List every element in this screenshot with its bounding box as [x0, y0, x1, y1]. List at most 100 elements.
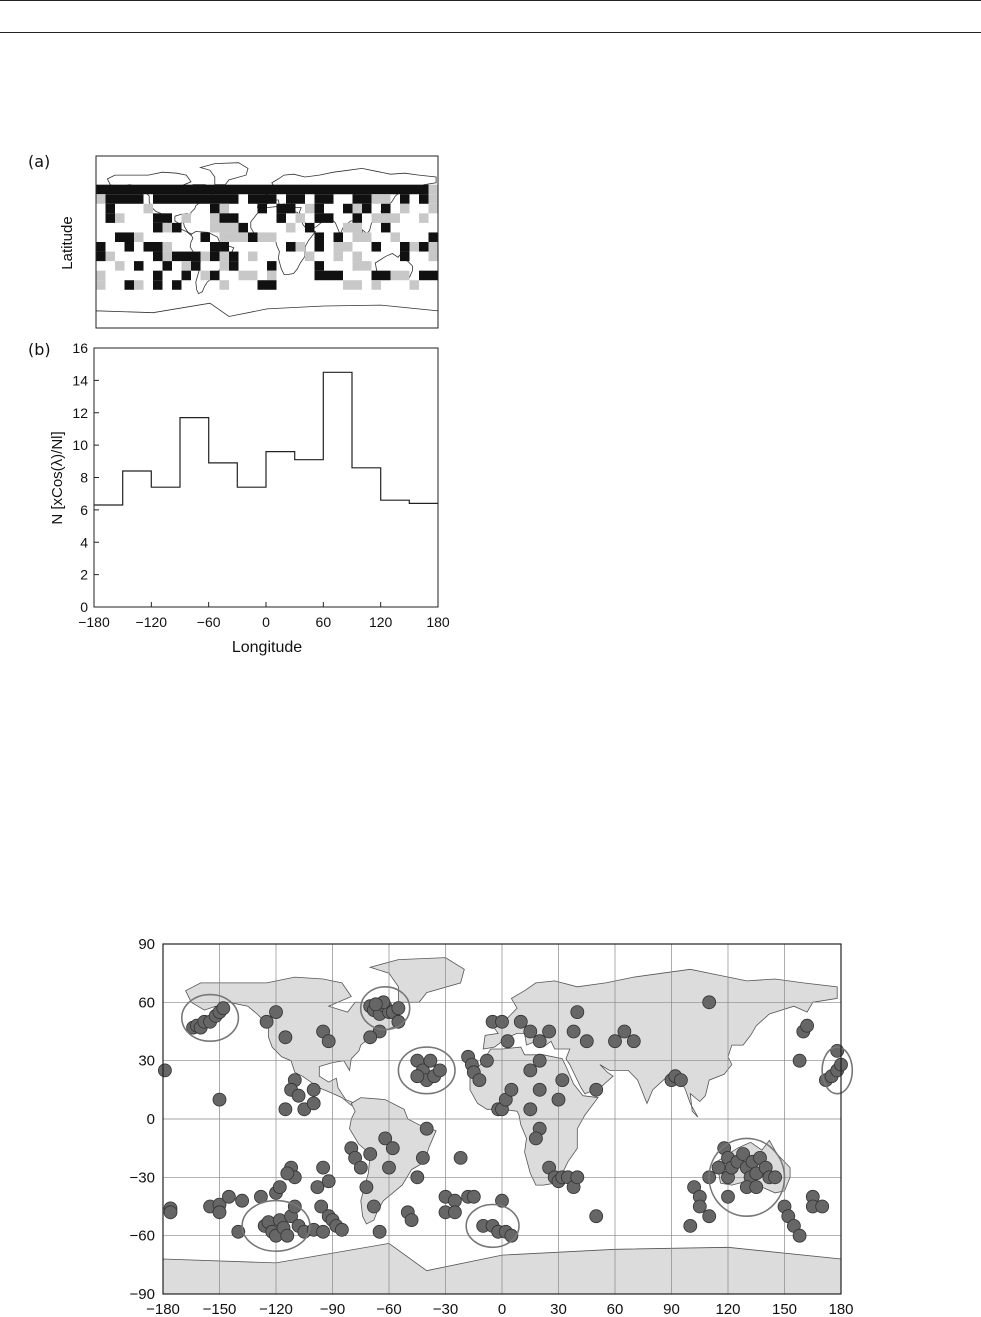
header-rule-bottom — [0, 32, 981, 33]
density-cell — [390, 232, 400, 242]
density-cell — [314, 232, 324, 242]
latitude-grid-map: Latitude — [59, 155, 439, 329]
density-cell — [200, 184, 210, 195]
density-cell — [248, 251, 258, 262]
station-point — [532, 1034, 547, 1049]
density-cell — [400, 270, 410, 281]
station-point — [382, 1160, 396, 1175]
histogram-xtick-label: 60 — [316, 614, 332, 630]
density-cell — [153, 280, 163, 290]
map-xtick-label: −60 — [376, 1301, 401, 1317]
map-xtick-label: 90 — [663, 1301, 680, 1317]
histogram-ytick-label: 10 — [72, 437, 88, 453]
station-point — [472, 1073, 487, 1087]
density-cell — [333, 251, 343, 262]
density-cell — [181, 251, 191, 262]
station-point — [272, 1180, 287, 1194]
density-cell — [343, 203, 353, 214]
density-cell — [419, 242, 429, 252]
density-cell — [200, 251, 210, 262]
density-cell — [238, 232, 248, 242]
station-point — [504, 1082, 519, 1097]
density-cell — [276, 203, 286, 214]
density-cell — [238, 270, 248, 281]
density-cell — [333, 232, 343, 242]
map-ytick-label: −90 — [130, 1286, 155, 1303]
histogram-ylabel: N [xCos(λ)/Nl] — [49, 431, 66, 524]
density-cell — [428, 270, 438, 281]
density-cell — [371, 213, 381, 223]
density-cell — [381, 270, 391, 281]
density-cell — [248, 194, 258, 204]
histogram-xtick-label: 120 — [369, 614, 393, 630]
density-cell — [153, 222, 163, 233]
density-cell — [172, 184, 182, 195]
density-cell — [124, 232, 134, 242]
density-cell — [295, 184, 305, 195]
station-points — [157, 995, 848, 1243]
station-point — [589, 1209, 604, 1224]
histogram-ytick-label: 14 — [72, 372, 88, 388]
density-cell — [191, 194, 201, 204]
density-cell — [96, 194, 106, 204]
density-cell — [219, 213, 229, 223]
station-point — [314, 1199, 329, 1214]
density-cell — [286, 242, 296, 252]
station-point — [359, 1180, 374, 1194]
histogram-ytick-label: 6 — [80, 502, 88, 518]
density-cell — [134, 232, 144, 242]
density-cell — [153, 251, 163, 262]
density-cell — [238, 222, 248, 233]
map-xtick-label: 180 — [828, 1301, 853, 1317]
station-point — [321, 1034, 336, 1049]
density-cell — [314, 213, 324, 223]
density-cell — [143, 184, 153, 195]
density-cell — [105, 184, 115, 195]
density-cell — [381, 222, 391, 233]
density-cell — [153, 194, 163, 204]
station-point — [513, 1014, 528, 1029]
density-cell — [105, 251, 115, 262]
station-point — [221, 1189, 236, 1204]
station-point — [523, 1024, 538, 1039]
density-cell — [248, 270, 258, 281]
density-cell — [352, 232, 362, 242]
density-cell — [276, 213, 286, 223]
density-cell — [362, 194, 372, 204]
density-cell — [324, 184, 334, 195]
map-xtick-label: 120 — [715, 1301, 740, 1317]
station-point — [404, 1213, 419, 1227]
histogram-ytick-label: 0 — [80, 599, 88, 615]
station-point — [212, 1205, 227, 1220]
density-cell — [400, 242, 410, 252]
density-cell — [153, 242, 163, 252]
map-frame — [162, 943, 842, 1295]
density-cell — [219, 194, 229, 204]
station-point — [579, 1034, 594, 1049]
station-point — [495, 1193, 509, 1208]
density-cell — [210, 270, 220, 281]
station-point — [800, 1018, 814, 1033]
station-point — [378, 1131, 393, 1146]
density-cell — [115, 184, 125, 195]
density-cell — [381, 194, 391, 204]
density-cell — [153, 184, 163, 195]
station-point — [792, 1228, 807, 1243]
density-cell — [295, 213, 305, 223]
map-xtick-label: −180 — [146, 1301, 180, 1317]
density-cell — [409, 242, 419, 252]
station-point — [368, 997, 383, 1012]
station-point — [410, 1170, 425, 1185]
density-cell — [219, 232, 229, 242]
density-cell — [390, 184, 400, 195]
station-point — [423, 1053, 438, 1068]
density-cell — [352, 203, 362, 214]
density-cell — [390, 270, 400, 281]
density-cell — [96, 242, 106, 252]
density-cell — [229, 261, 239, 271]
density-cell — [248, 184, 258, 195]
density-cell — [219, 242, 229, 252]
density-cell — [419, 213, 429, 223]
density-cell — [143, 203, 153, 214]
